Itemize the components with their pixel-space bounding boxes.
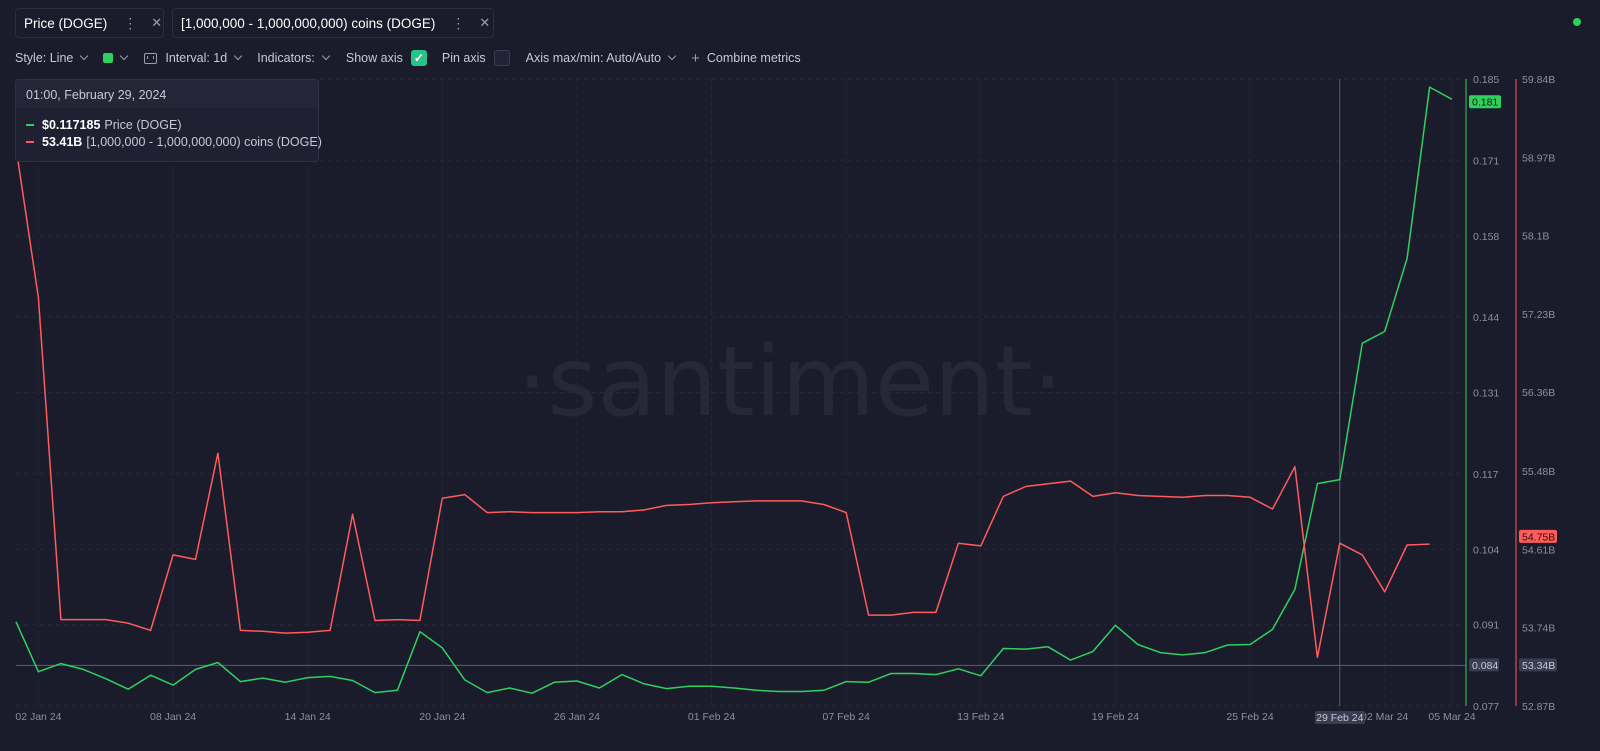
date-axis-tick-label: 13 Feb 24 (957, 711, 1004, 723)
date-axis-tick-label: 02 Jan 24 (15, 711, 61, 723)
coins-series-line (15, 147, 1430, 659)
more-vertical-icon[interactable]: ⋮ (451, 14, 466, 31)
close-icon[interactable]: ✕ (151, 15, 163, 30)
close-icon[interactable]: ✕ (479, 15, 491, 30)
coins-axis-tick-label: 55.48B (1522, 466, 1555, 478)
coins-axis-tick-label: 53.74B (1522, 623, 1555, 635)
chart-toolbar: Style: Line Interval: 1d Indicators: Sho… (15, 49, 801, 67)
series-lines (15, 86, 1453, 694)
tab-coins-doge[interactable]: [1,000,000 - 1,000,000,000) coins (DOGE)… (172, 8, 494, 38)
axis-minmax-dropdown[interactable]: Axis max/min: Auto/Auto (525, 51, 677, 65)
price-axis-tick-label: 0.104 (1473, 544, 1499, 556)
tab-label: Price (DOGE) (24, 15, 108, 31)
date-axis-tick-label: 26 Jan 24 (554, 711, 600, 723)
pin-axis-checkbox[interactable] (493, 50, 510, 66)
coins-axis-tick-label: 59.84B (1522, 74, 1555, 86)
date-axis-tick-label: 19 Feb 24 (1092, 711, 1139, 723)
coins-last-value-badge: 54.75B (1522, 531, 1555, 543)
watermark: ·santiment· (517, 326, 1063, 438)
axis-minmax-label: Axis max/min: Auto/Auto (525, 51, 662, 65)
crosshair-price-badge-bg (1469, 658, 1499, 672)
show-axis-toggle[interactable]: Show axis ✓ (346, 50, 427, 66)
date-axis-tick-label: 05 Mar 24 (1428, 711, 1475, 723)
calendar-icon (144, 52, 158, 64)
tooltip-row-price: $0.117185 Price (DOGE) (26, 118, 182, 132)
crosshair-coins-badge-bg (1519, 658, 1557, 672)
date-axis-tick-label: 02 Mar 24 (1361, 711, 1408, 723)
price-axis-tick-label: 0.117 (1473, 469, 1499, 481)
interval-dropdown[interactable]: Interval: 1d (144, 51, 243, 65)
crosshair-price-badge: 0.084 (1472, 660, 1498, 672)
date-axis-tick-label: 01 Feb 24 (688, 711, 735, 723)
coins-axis-tick-label: 56.36B (1522, 387, 1555, 399)
date-axis-tick-label: 20 Jan 24 (419, 711, 465, 723)
color-picker[interactable] (103, 51, 129, 63)
indicators-label: Indicators: (257, 51, 315, 65)
tooltip-price-value: $0.117185 (42, 118, 101, 132)
tooltip-price-name: Price (DOGE) (104, 118, 182, 132)
tooltip-coins-name: [1,000,000 - 1,000,000,000) coins (DOGE) (86, 135, 322, 149)
price-last-value-badge-bg (1469, 95, 1501, 109)
price-last-value-badge: 0.181 (1472, 97, 1498, 109)
crosshair-date-badge-bg (1314, 711, 1365, 724)
style-dropdown[interactable]: Style: Line (15, 51, 89, 65)
price-series-line (15, 86, 1453, 694)
crosshair-date-badge: 29 Feb 24 (1316, 712, 1363, 724)
combine-metrics-label: Combine metrics (706, 51, 801, 65)
pin-axis-label: Pin axis (441, 51, 486, 65)
status-indicator (1573, 18, 1581, 26)
series-dash (26, 141, 34, 143)
tooltip-row-coins: 53.41B [1,000,000 - 1,000,000,000) coins… (26, 135, 322, 149)
tab-price-doge[interactable]: Price (DOGE) ⋮ ✕ (15, 8, 164, 38)
checkmark-icon[interactable]: ✓ (410, 50, 427, 66)
date-axis-tick-label: 08 Jan 24 (150, 711, 196, 723)
coins-axis-tick-label: 57.23B (1522, 309, 1555, 321)
interval-label: Interval: 1d (165, 51, 228, 65)
style-label: Style: Line (15, 51, 74, 65)
series-dash (26, 124, 34, 126)
crosshair-coins-badge: 53.34B (1522, 660, 1555, 672)
axes: 0.185 0.171 0.158 0.144 0.131 0.117 0.104 0.091… (15, 74, 1557, 724)
price-axis-tick-label: 0.185 (1473, 74, 1499, 86)
tooltip-date: 01:00, February 29, 2024 (16, 80, 318, 108)
coins-last-value-badge-bg (1519, 529, 1557, 543)
tab-label: [1,000,000 - 1,000,000,000) coins (DOGE) (181, 15, 436, 31)
chart-tooltip: 01:00, February 29, 2024 $0.117185 Price… (15, 79, 322, 162)
price-axis-tick-label: 0.158 (1473, 231, 1499, 243)
plus-icon: + (691, 49, 700, 67)
date-axis-tick-label: 14 Jan 24 (285, 711, 331, 723)
combine-metrics-button[interactable]: + Combine metrics (691, 50, 801, 67)
date-axis-tick-label: 07 Feb 24 (823, 711, 870, 723)
coins-axis-tick-label: 54.61B (1522, 544, 1555, 556)
pin-axis-toggle[interactable]: Pin axis (442, 50, 510, 66)
price-axis-tick-label: 0.131 (1473, 388, 1499, 400)
price-axis-tick-label: 0.091 (1473, 620, 1499, 632)
indicators-dropdown[interactable]: Indicators: (257, 51, 331, 65)
price-axis-tick-label: 0.144 (1473, 312, 1499, 324)
tooltip-coins-value: 53.41B (42, 135, 83, 149)
crosshair (16, 79, 1466, 706)
color-swatch (103, 53, 114, 63)
show-axis-label: Show axis (345, 51, 403, 65)
coins-axis-tick-label: 58.97B (1522, 152, 1555, 164)
price-axis-tick-label: 0.171 (1473, 155, 1499, 167)
date-axis-tick-label: 25 Feb 24 (1226, 711, 1273, 723)
more-vertical-icon[interactable]: ⋮ (123, 14, 138, 31)
coins-axis-tick-label: 58.1B (1522, 231, 1549, 243)
price-axis-tick-label: 0.077 (1473, 701, 1499, 713)
coins-axis-tick-label: 52.87B (1522, 701, 1555, 713)
